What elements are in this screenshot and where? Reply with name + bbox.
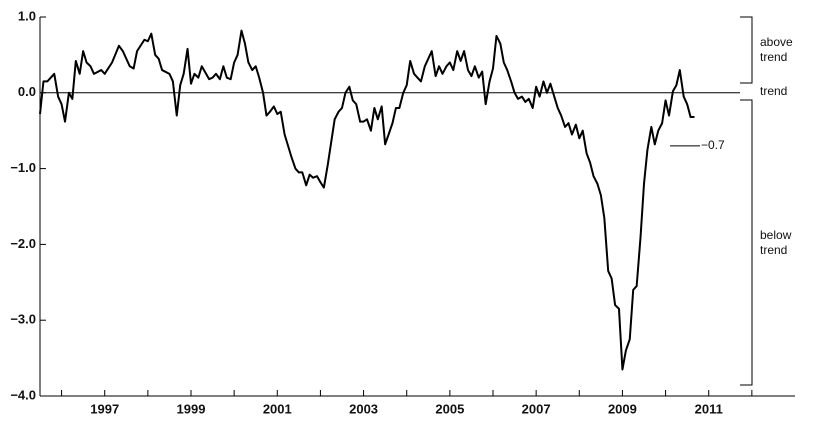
below-bracket	[740, 99, 753, 386]
trend-label: trend	[760, 84, 788, 98]
x-tick-label: 2011	[695, 401, 723, 416]
above-label: above trend	[760, 35, 793, 64]
x-tick-label: 2009	[608, 401, 637, 416]
x-tick-label: 1999	[177, 401, 206, 416]
above-bracket	[740, 16, 753, 84]
y-tick-label: −3.0	[10, 312, 36, 327]
x-tick-label: 1997	[90, 401, 119, 416]
series-line	[39, 29, 695, 371]
y-tick-label: −4.0	[10, 387, 36, 402]
annotation-label: −0.7	[701, 138, 725, 152]
x-tick-label: 2005	[435, 401, 464, 416]
y-tick-label: 0.0	[18, 84, 36, 99]
y-tick-label: −1.0	[10, 160, 36, 175]
x-tick-label: 2007	[522, 401, 551, 416]
x-tick-label: 2001	[263, 401, 292, 416]
y-tick-label: −2.0	[10, 236, 36, 251]
x-tick-label: 2003	[349, 401, 378, 416]
below-label: below trend	[760, 228, 792, 257]
y-tick-label: 1.0	[18, 8, 36, 23]
